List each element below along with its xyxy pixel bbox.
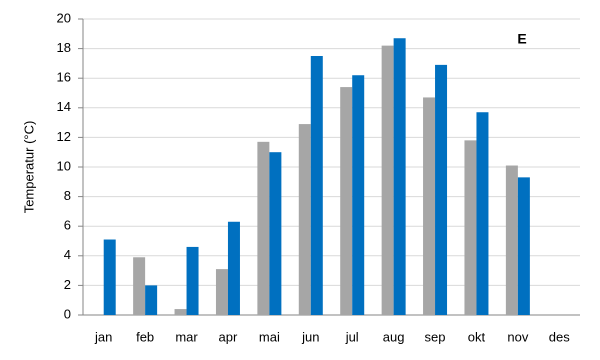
- x-tick-label: apr: [219, 329, 238, 344]
- annotation: E: [517, 31, 526, 47]
- bar: [145, 285, 158, 315]
- y-tick-label: 4: [64, 247, 71, 262]
- x-tick-label: jan: [94, 329, 112, 344]
- x-tick-label: nov: [507, 329, 528, 344]
- y-tick-label: 20: [57, 10, 71, 25]
- x-tick-label: aug: [383, 329, 405, 344]
- bar: [133, 257, 146, 315]
- x-tick-label: okt: [468, 329, 486, 344]
- y-tick-label: 14: [57, 99, 71, 114]
- bar: [476, 112, 489, 316]
- y-tick-label: 8: [64, 188, 71, 203]
- bar: [352, 75, 365, 316]
- bar: [381, 45, 394, 315]
- bar: [517, 177, 530, 315]
- y-tick-label: 6: [64, 218, 71, 233]
- bar: [393, 38, 406, 316]
- x-tick-label: mai: [259, 329, 280, 344]
- bar: [423, 97, 436, 315]
- y-tick-label: 18: [57, 40, 71, 55]
- x-tick-label: feb: [136, 329, 154, 344]
- x-tick-label: des: [549, 329, 570, 344]
- bar: [174, 309, 187, 315]
- y-axis-label: Temperatur (°C): [21, 121, 36, 214]
- y-tick-label: 10: [57, 158, 71, 173]
- x-tick-label: mar: [175, 329, 198, 344]
- y-tick-label: 16: [57, 70, 71, 85]
- bar: [215, 269, 228, 315]
- bar: [257, 141, 270, 315]
- bar: [464, 140, 477, 315]
- bar: [435, 64, 448, 315]
- x-tick-label: jun: [301, 329, 319, 344]
- y-tick-label: 0: [64, 306, 71, 321]
- bar: [269, 152, 282, 315]
- x-tick-label: jul: [345, 329, 359, 344]
- y-tick-label: 12: [57, 129, 71, 144]
- bar: [298, 124, 311, 315]
- bar: [310, 56, 323, 315]
- bar: [103, 239, 116, 315]
- y-tick-label: 2: [64, 277, 71, 292]
- bar: [340, 87, 353, 315]
- bar: [505, 165, 518, 315]
- bar: [227, 221, 240, 315]
- x-tick-label: sep: [425, 329, 446, 344]
- bar: [186, 246, 199, 315]
